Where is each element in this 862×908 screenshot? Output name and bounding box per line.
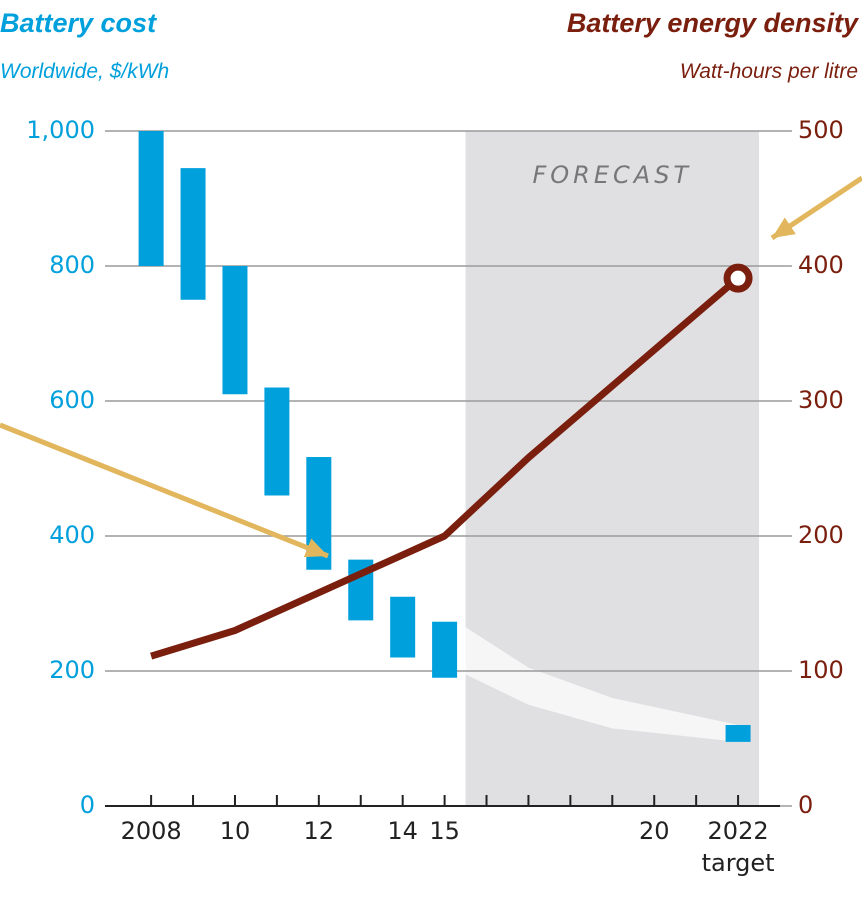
y2-tick-label: 100 (798, 656, 844, 684)
range-bar (222, 266, 248, 395)
y-tick-label: 200 (49, 656, 95, 684)
range-bar (264, 387, 290, 496)
x-tick-label: 15 (429, 817, 460, 845)
line (150, 275, 741, 660)
background-layer: FORECAST (105, 130, 792, 807)
x-tick-label: 20 (639, 817, 670, 845)
y2-tick-label: 0 (798, 791, 813, 819)
end-marker (723, 263, 753, 293)
y-tick-label: 0 (80, 791, 95, 819)
y2-tick-label: 500 (798, 116, 844, 144)
range-bar (138, 131, 164, 266)
arrow-shaft (0, 422, 329, 559)
y2-tick-label: 200 (798, 521, 844, 549)
right-subtitle: Watt-hours per litre (680, 60, 858, 83)
x-tick-label: 12 (304, 817, 335, 845)
forecast-label: FORECAST (532, 161, 692, 189)
arrow-head (303, 538, 328, 558)
x-tick-label: 2008 (121, 817, 182, 845)
range-bar (432, 621, 458, 678)
y2-tick-label: 300 (798, 386, 844, 414)
forecast-band (465, 627, 739, 742)
right-title: Battery energy density (567, 8, 860, 38)
range-bar (390, 596, 416, 658)
x-tick-label: 10 (220, 817, 251, 845)
arrow-head (772, 217, 796, 238)
x-tick-label: 14 (387, 817, 418, 845)
left-title: Battery cost (0, 8, 157, 38)
y-tick-label: 1,000 (26, 116, 95, 144)
range-bar (180, 168, 206, 300)
range-bar (725, 725, 751, 742)
y-tick-label: 400 (49, 521, 95, 549)
left-subtitle: Worldwide, $/kWh (0, 60, 169, 83)
y-tick-label: 800 (49, 251, 95, 279)
x-tick-label: 2022 (708, 817, 769, 845)
y2-tick-label: 400 (798, 251, 844, 279)
y-tick-label: 600 (49, 386, 95, 414)
x-label-note: target (702, 849, 775, 877)
